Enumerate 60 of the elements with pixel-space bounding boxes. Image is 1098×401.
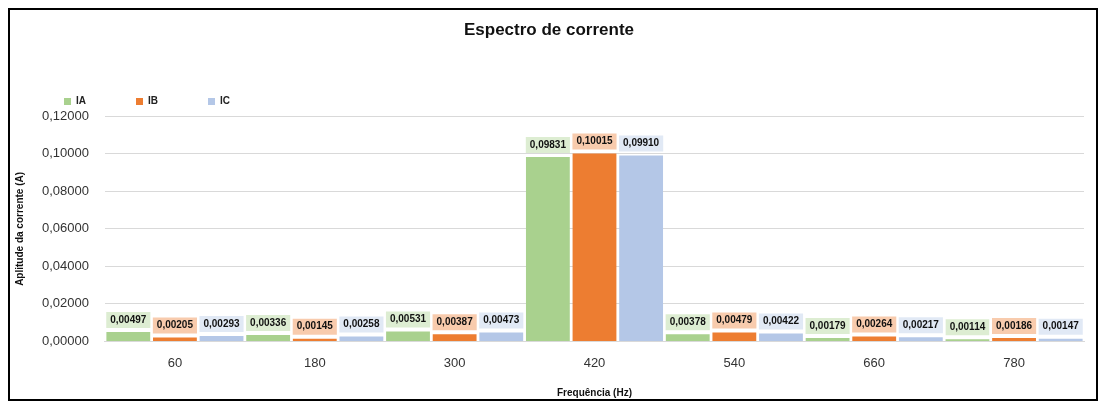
data-label: 0,00497 bbox=[110, 313, 147, 325]
bar bbox=[712, 332, 757, 341]
bar bbox=[106, 332, 151, 341]
data-label: 0,00378 bbox=[669, 316, 707, 328]
y-tick-label: 0,02000 bbox=[41, 295, 89, 311]
data-label: 0,00479 bbox=[716, 314, 753, 326]
y-tick-label: 0,08000 bbox=[41, 182, 89, 198]
data-label: 0,09831 bbox=[529, 138, 567, 150]
bar bbox=[246, 335, 291, 341]
legend-label: IB bbox=[148, 95, 158, 107]
bar bbox=[759, 333, 803, 341]
data-label: 0,00531 bbox=[389, 313, 427, 325]
x-tick-label: 180 bbox=[303, 354, 326, 370]
legend-label: IA bbox=[76, 95, 86, 107]
bar bbox=[386, 331, 430, 341]
y-tick-label: 0,06000 bbox=[41, 220, 89, 236]
chart-title: Espectro de corrente bbox=[463, 19, 635, 39]
bar bbox=[292, 338, 337, 341]
x-tick-label: 540 bbox=[723, 354, 746, 370]
bar bbox=[432, 334, 477, 341]
bar bbox=[805, 338, 850, 341]
data-label: 0,00217 bbox=[902, 319, 940, 331]
data-label: 0,00422 bbox=[762, 315, 800, 327]
x-tick-label: 780 bbox=[1003, 354, 1025, 370]
bar bbox=[665, 334, 710, 341]
bar bbox=[339, 336, 384, 341]
x-tick-label: 60 bbox=[167, 354, 183, 370]
data-label: 0,10015 bbox=[576, 135, 613, 147]
data-label: 0,09910 bbox=[623, 137, 660, 149]
bar bbox=[153, 337, 197, 341]
data-label: 0,00145 bbox=[296, 320, 334, 332]
y-tick-label: 0,00000 bbox=[41, 332, 89, 348]
data-label: 0,00264 bbox=[856, 318, 893, 330]
data-label: 0,00293 bbox=[203, 317, 241, 329]
x-tick-label: 660 bbox=[863, 354, 886, 370]
bar bbox=[992, 337, 1036, 341]
bar bbox=[572, 153, 617, 341]
bar bbox=[619, 155, 664, 341]
y-tick-label: 0,10000 bbox=[41, 145, 89, 161]
data-label: 0,00336 bbox=[250, 316, 287, 328]
data-label: 0,00258 bbox=[343, 318, 380, 330]
data-label: 0,00387 bbox=[436, 315, 474, 327]
x-axis-title: Frequência (Hz) bbox=[556, 386, 632, 398]
data-label: 0,00147 bbox=[1042, 320, 1080, 332]
data-label: 0,00205 bbox=[156, 319, 194, 331]
x-tick-label: 300 bbox=[443, 354, 466, 370]
data-label: 0,00186 bbox=[995, 319, 1033, 331]
x-tick-label: 420 bbox=[583, 354, 606, 370]
y-tick-label: 0,12000 bbox=[41, 107, 89, 123]
bar bbox=[199, 335, 244, 341]
legend-label: IC bbox=[220, 95, 230, 107]
bar bbox=[525, 157, 570, 341]
bar bbox=[898, 337, 943, 341]
y-axis-title: Aplitude da corrente (A) bbox=[13, 171, 25, 286]
data-label: 0,00179 bbox=[809, 319, 847, 331]
data-label: 0,00473 bbox=[483, 314, 520, 326]
y-tick-label: 0,04000 bbox=[41, 257, 89, 273]
bar bbox=[852, 336, 897, 341]
bar bbox=[479, 332, 524, 341]
data-label: 0,00114 bbox=[949, 321, 986, 333]
